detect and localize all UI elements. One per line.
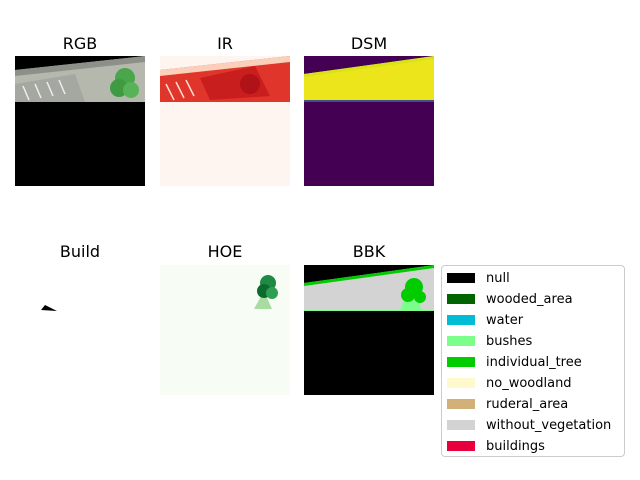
legend-swatch <box>447 420 475 430</box>
legend-item: without_vegetation <box>447 415 611 435</box>
legend-item: water <box>447 310 523 330</box>
dsm-title: DSM <box>350 34 388 53</box>
legend-label: without_vegetation <box>486 417 612 433</box>
legend-label: null <box>486 270 510 286</box>
legend-swatch <box>447 399 475 409</box>
legend-swatch <box>447 294 475 304</box>
build-title: Build <box>59 242 101 261</box>
legend-swatch <box>447 357 475 367</box>
legend-swatch <box>447 441 475 451</box>
legend-item: ruderal_area <box>447 394 568 414</box>
legend-item: null <box>447 268 510 288</box>
legend-swatch <box>447 315 475 325</box>
legend-item: bushes <box>447 331 532 351</box>
rgb-image <box>15 56 145 186</box>
ir-image <box>160 56 290 186</box>
hoe-image <box>160 265 290 395</box>
legend-label: water <box>486 312 524 328</box>
bbk-title: BBK <box>352 242 386 261</box>
legend-label: wooded_area <box>486 291 573 307</box>
legend-swatch <box>447 273 475 283</box>
build-image <box>15 265 145 395</box>
legend-item: no_woodland <box>447 373 572 393</box>
ir-title: IR <box>217 34 233 53</box>
legend-swatch <box>447 336 475 346</box>
legend-item: wooded_area <box>447 289 573 309</box>
legend-label: individual_tree <box>486 354 582 370</box>
legend-swatch <box>447 378 475 388</box>
legend-label: buildings <box>486 438 545 454</box>
bbk-image <box>304 265 434 395</box>
legend: null wooded_area water bushes individual… <box>441 265 625 457</box>
legend-item: individual_tree <box>447 352 582 372</box>
rgb-title: RGB <box>62 34 98 53</box>
dsm-image <box>304 56 434 186</box>
legend-item: buildings <box>447 436 545 456</box>
legend-label: ruderal_area <box>486 396 569 412</box>
legend-label: no_woodland <box>486 375 572 391</box>
legend-label: bushes <box>486 333 533 349</box>
hoe-title: HOE <box>207 242 243 261</box>
